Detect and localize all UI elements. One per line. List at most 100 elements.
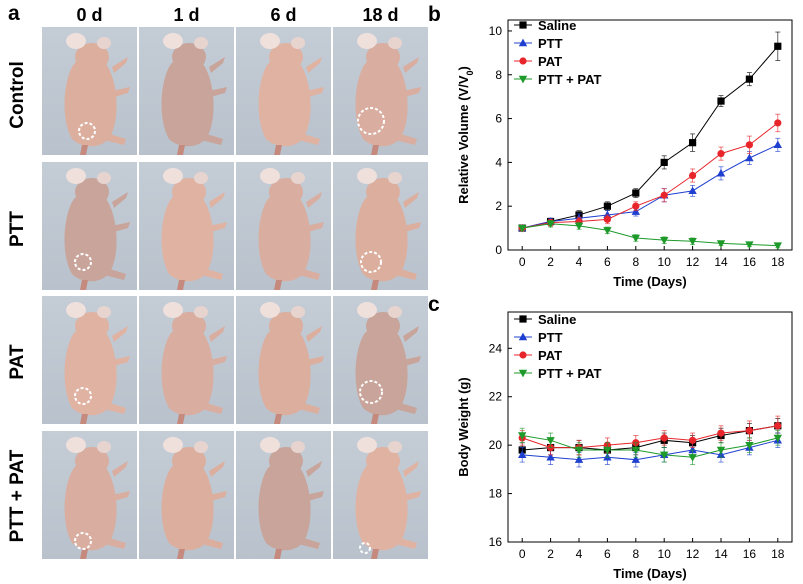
data-point [546, 220, 555, 229]
mouse-tail [274, 549, 282, 559]
mouse-hind-leg [391, 400, 417, 414]
mouse-head [75, 312, 109, 340]
mouse-ear [260, 437, 280, 453]
mouse-head [269, 447, 303, 475]
data-series [518, 113, 782, 232]
mouse-paw [112, 356, 130, 366]
mouse-head [269, 43, 303, 71]
mouse-head [172, 178, 206, 206]
series-line [522, 425, 778, 449]
data-point [716, 446, 726, 455]
mouse-ear [388, 441, 402, 453]
mouse-body [258, 56, 311, 147]
mouse-ear [163, 302, 183, 318]
mouse-ear [260, 33, 280, 49]
column-header-1d: 1 d [173, 5, 200, 25]
x-tick-label: 6 [604, 547, 611, 561]
mouse-tail [177, 549, 185, 559]
row-label-pat: PAT [7, 344, 28, 380]
mouse-paw [209, 192, 225, 208]
x-tick-label: 18 [771, 547, 785, 561]
data-point [631, 234, 640, 243]
data-point [519, 57, 527, 65]
mouse-ear [66, 302, 86, 318]
series-line [522, 223, 778, 247]
mouse-photo [42, 162, 137, 290]
mouse-paw [403, 222, 421, 232]
mouse-photo [236, 162, 331, 290]
mouse-photo [139, 431, 234, 559]
mouse-tail [274, 145, 282, 155]
y-axis-label: Relative Volume (V/V0) [456, 66, 475, 204]
data-point [773, 242, 782, 251]
mouse-paw [403, 192, 419, 208]
legend-label: PAT [538, 348, 562, 363]
data-point [603, 202, 611, 210]
legend-label: Saline [538, 312, 576, 327]
mouse-photo [42, 27, 137, 155]
data-point [745, 427, 753, 435]
data-point [518, 332, 528, 341]
mouse-tail [177, 414, 185, 424]
x-tick-label: 14 [714, 547, 728, 561]
y-axis-label: Body Weight (g) [456, 377, 471, 476]
x-tick-label: 18 [771, 255, 785, 269]
mouse-photo [42, 431, 137, 559]
data-point [660, 191, 668, 199]
mouse-body [64, 56, 117, 147]
mouse-paw [209, 222, 227, 232]
mouse-body [64, 325, 117, 416]
mouse-photo [236, 27, 331, 155]
data-point [688, 186, 697, 195]
mouse-hind-leg [294, 131, 320, 145]
mouse-hind-leg [100, 131, 126, 145]
x-tick-label: 4 [576, 547, 583, 561]
mouse-body [161, 191, 214, 282]
mouse-tail [177, 280, 185, 290]
x-axis-label: Time (Days) [613, 274, 686, 289]
mouse-head [366, 178, 400, 206]
plot-frame [507, 311, 793, 543]
mouse-paw [209, 491, 227, 501]
y-tick-label: 0 [495, 243, 502, 257]
mouse-ear [388, 172, 402, 184]
legend-label: PTT + PAT [538, 72, 601, 87]
mouse-body [161, 325, 214, 416]
x-tick-label: 12 [686, 547, 700, 561]
mouse-body [355, 325, 408, 416]
mouse-ear [194, 37, 208, 49]
legend-label: PTT + PAT [538, 366, 601, 381]
data-point [603, 227, 612, 235]
x-tick-label: 8 [632, 255, 639, 269]
x-tick-label: 2 [547, 547, 554, 561]
mouse-paw [209, 461, 225, 477]
mouse-ear [291, 441, 305, 453]
mouse-ear [194, 441, 208, 453]
mouse-hind-leg [100, 266, 126, 280]
data-point [773, 434, 782, 443]
mouse-body [355, 56, 408, 147]
data-point [716, 168, 726, 177]
data-series [518, 427, 782, 465]
data-point [632, 189, 640, 197]
data-point [546, 452, 555, 461]
legend-entry: PTT [514, 36, 563, 51]
data-point [574, 455, 584, 463]
data-point [632, 202, 640, 210]
mouse-hind-leg [197, 535, 223, 549]
mouse-body [355, 191, 408, 282]
mouse-body [355, 460, 408, 551]
data-point [660, 451, 669, 460]
mouse-head [366, 447, 400, 475]
mouse-paw [306, 461, 322, 477]
data-point [631, 455, 640, 463]
mouse-head [75, 43, 109, 71]
y-tick-label: 8 [495, 68, 502, 82]
data-series [518, 220, 782, 251]
data-point [689, 436, 697, 444]
mouse-head [269, 178, 303, 206]
mouse-head [75, 447, 109, 475]
mouse-hind-leg [391, 266, 417, 280]
x-tick-label: 16 [743, 547, 757, 561]
